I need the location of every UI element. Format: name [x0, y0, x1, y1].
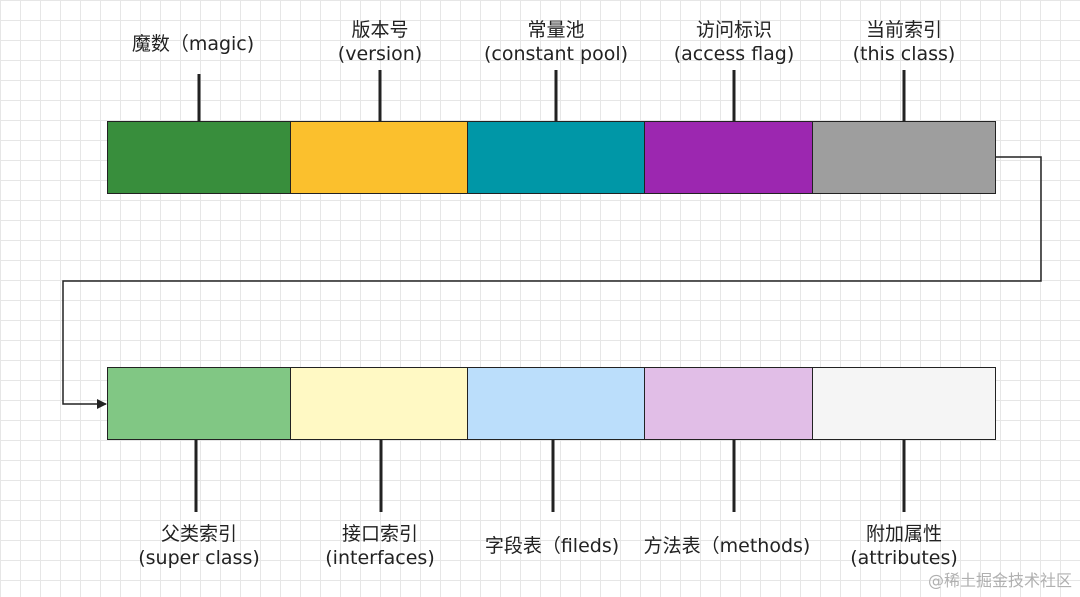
- constant-pool-block: [467, 121, 645, 194]
- methods-stem: [732, 440, 736, 512]
- access-flag-stem: [732, 70, 736, 121]
- interfaces-block: [290, 367, 468, 440]
- access-flag-label: 访问标识 (access flag): [673, 19, 795, 65]
- version-stem: [378, 70, 382, 121]
- version-label: 版本号 (version): [337, 19, 423, 65]
- version-block: [290, 121, 468, 194]
- attributes-block: [812, 367, 996, 440]
- constant-pool-stem: [554, 70, 558, 121]
- methods-block: [644, 367, 813, 440]
- this-class-stem: [902, 70, 906, 121]
- constant-pool-label: 常量池 (constant pool): [483, 19, 629, 65]
- super-class-stem: [194, 440, 198, 512]
- attributes-label: 附加属性 (attributes): [850, 523, 958, 569]
- magic-block: [107, 121, 291, 194]
- fields-stem: [551, 440, 555, 512]
- interfaces-label: 接口索引 (interfaces): [325, 523, 435, 569]
- this-class-block: [812, 121, 996, 194]
- magic-label: 魔数（magic): [131, 33, 255, 55]
- fields-block: [467, 367, 645, 440]
- interfaces-stem: [379, 440, 383, 512]
- super-class-block: [107, 367, 291, 440]
- attributes-stem: [902, 440, 906, 512]
- access-flag-block: [644, 121, 813, 194]
- watermark-text: @稀土掘金技术社区: [927, 571, 1072, 590]
- super-class-label: 父类索引 (super class): [138, 523, 260, 569]
- methods-label: 方法表（methods): [643, 535, 811, 557]
- fields-label: 字段表（fileds): [484, 535, 620, 557]
- this-class-label: 当前索引 (this class): [852, 19, 956, 65]
- magic-stem: [197, 74, 201, 121]
